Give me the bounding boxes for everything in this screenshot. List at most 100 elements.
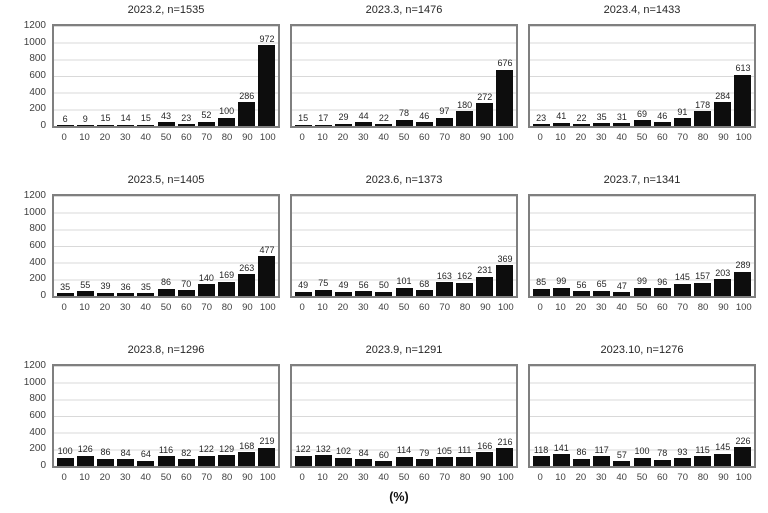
x-axis: 0 10 20 30 40 50 60 70 80 90 100 bbox=[54, 472, 278, 486]
x-tick-label: 40 bbox=[140, 302, 151, 313]
bar-slot: 97 bbox=[434, 26, 454, 126]
x-tick-label: 100 bbox=[735, 302, 752, 313]
plot-wrap: 2023.7, n=1341 85 99 56 65 47 99 96 145 157 203 28… bbox=[528, 172, 756, 316]
bar bbox=[476, 276, 494, 296]
bar bbox=[76, 291, 94, 296]
bar-slot: 141 bbox=[551, 366, 571, 466]
plot-area: 49 75 49 56 50 101 68 163 162 231 369 bbox=[290, 194, 518, 298]
bar-slot: 145 bbox=[672, 196, 692, 296]
y-tick-label: 0 bbox=[40, 290, 46, 301]
bar bbox=[355, 459, 373, 466]
bar-slot: 477 bbox=[257, 196, 277, 296]
x-tick-label: 0 bbox=[537, 132, 543, 143]
x-tick-label: 60 bbox=[657, 472, 668, 483]
plot-area: 100 126 86 84 64 116 82 122 129 168 219 bbox=[52, 364, 280, 468]
bar-slot: 140 bbox=[196, 196, 216, 296]
x-tick-label: 100 bbox=[259, 472, 276, 483]
plot-wrap: 2023.9, n=1291 122 132 102 84 60 114 79 105 111 1… bbox=[290, 342, 518, 486]
x-tick-label: 10 bbox=[79, 472, 90, 483]
x-tick-label: 100 bbox=[735, 132, 752, 143]
bar bbox=[137, 293, 155, 296]
bar-slot: 35 bbox=[55, 196, 75, 296]
y-tick-label: 1000 bbox=[23, 206, 46, 218]
x-axis-title: (%) bbox=[389, 490, 409, 504]
x-tick-label: 10 bbox=[79, 302, 90, 313]
bar-slot: 46 bbox=[652, 26, 672, 126]
x-tick-label: 70 bbox=[677, 302, 688, 313]
bar bbox=[137, 124, 155, 126]
y-axis bbox=[280, 2, 290, 146]
x-tick-label: 10 bbox=[79, 132, 90, 143]
x-tick-label: 90 bbox=[718, 132, 729, 143]
bar bbox=[593, 456, 611, 466]
bar-slot: 122 bbox=[293, 366, 313, 466]
bar-slot: 50 bbox=[374, 196, 394, 296]
histogram-panel: 1200 1000 800 600 400 200 0 2023.5, n=1405 35 5… bbox=[2, 172, 280, 316]
bar bbox=[734, 271, 752, 296]
bar-slot: 115 bbox=[693, 366, 713, 466]
x-tick-label: 80 bbox=[459, 302, 471, 313]
bar bbox=[673, 283, 691, 296]
x-tick-label: 10 bbox=[555, 472, 566, 483]
x-tick-label: 100 bbox=[259, 132, 276, 143]
bar bbox=[294, 291, 312, 296]
bar bbox=[96, 292, 114, 296]
x-tick-label: 70 bbox=[201, 472, 212, 483]
bar-slot: 96 bbox=[652, 196, 672, 296]
x-tick-label: 30 bbox=[119, 132, 131, 143]
y-tick-label: 1200 bbox=[23, 360, 46, 371]
y-axis bbox=[280, 172, 290, 316]
x-tick-label: 30 bbox=[595, 472, 607, 483]
bar bbox=[375, 291, 393, 296]
y-tick-label: 1000 bbox=[23, 36, 46, 48]
x-tick-label: 0 bbox=[299, 302, 305, 313]
bar-slot: 17 bbox=[313, 26, 333, 126]
histogram-panel: 2023.7, n=1341 85 99 56 65 47 99 96 145 157 203 28… bbox=[518, 172, 756, 316]
y-tick-label: 800 bbox=[29, 53, 46, 65]
x-tick-label: 50 bbox=[160, 472, 172, 483]
bar-slot: 65 bbox=[592, 196, 612, 296]
plot-wrap: 2023.10, n=1276 118 141 86 117 57 100 78 93 115 1… bbox=[528, 342, 756, 486]
bar-slot: 84 bbox=[116, 366, 136, 466]
bar-slot: 86 bbox=[95, 366, 115, 466]
bar-slot: 116 bbox=[156, 366, 176, 466]
bar bbox=[334, 457, 352, 466]
bar bbox=[435, 282, 453, 296]
panel-title: 2023.3, n=1476 bbox=[365, 4, 443, 16]
bar bbox=[694, 456, 712, 466]
x-tick-label: 0 bbox=[299, 132, 305, 143]
bar-slot: 102 bbox=[333, 366, 353, 466]
x-tick-label: 100 bbox=[497, 472, 514, 483]
x-axis: 0 10 20 30 40 50 60 70 80 90 100 bbox=[292, 132, 516, 146]
x-tick-label: 40 bbox=[616, 472, 627, 483]
bar bbox=[238, 274, 256, 296]
x-tick-label: 100 bbox=[497, 302, 514, 313]
x-axis-title-cell: (%) bbox=[280, 488, 518, 506]
bar bbox=[177, 124, 195, 126]
bar-slot: 31 bbox=[612, 26, 632, 126]
x-tick-label: 20 bbox=[337, 132, 349, 143]
bar bbox=[334, 291, 352, 296]
bar bbox=[76, 455, 94, 466]
x-axis: 0 10 20 30 40 50 60 70 80 90 100 bbox=[292, 472, 516, 486]
x-axis: 0 10 20 30 40 50 60 70 80 90 100 bbox=[54, 132, 278, 146]
bar-slot: 369 bbox=[495, 196, 515, 296]
bar-slot: 162 bbox=[455, 196, 475, 296]
bar bbox=[435, 117, 453, 126]
bar-slot: 231 bbox=[475, 196, 495, 296]
x-tick-label: 60 bbox=[657, 302, 668, 313]
bar bbox=[96, 124, 114, 126]
bar-slot: 69 bbox=[632, 26, 652, 126]
x-tick-label: 50 bbox=[160, 302, 172, 313]
y-axis bbox=[280, 342, 290, 486]
bar bbox=[572, 458, 590, 466]
bar-slot: 64 bbox=[136, 366, 156, 466]
plot-area: 118 141 86 117 57 100 78 93 115 145 226 bbox=[528, 364, 756, 468]
bar bbox=[375, 124, 393, 126]
y-tick-label: 400 bbox=[29, 426, 46, 438]
bar bbox=[435, 457, 453, 466]
bar bbox=[415, 122, 433, 126]
plot-wrap: 2023.5, n=1405 35 55 39 36 35 86 70 140 169 263 47… bbox=[52, 172, 280, 316]
